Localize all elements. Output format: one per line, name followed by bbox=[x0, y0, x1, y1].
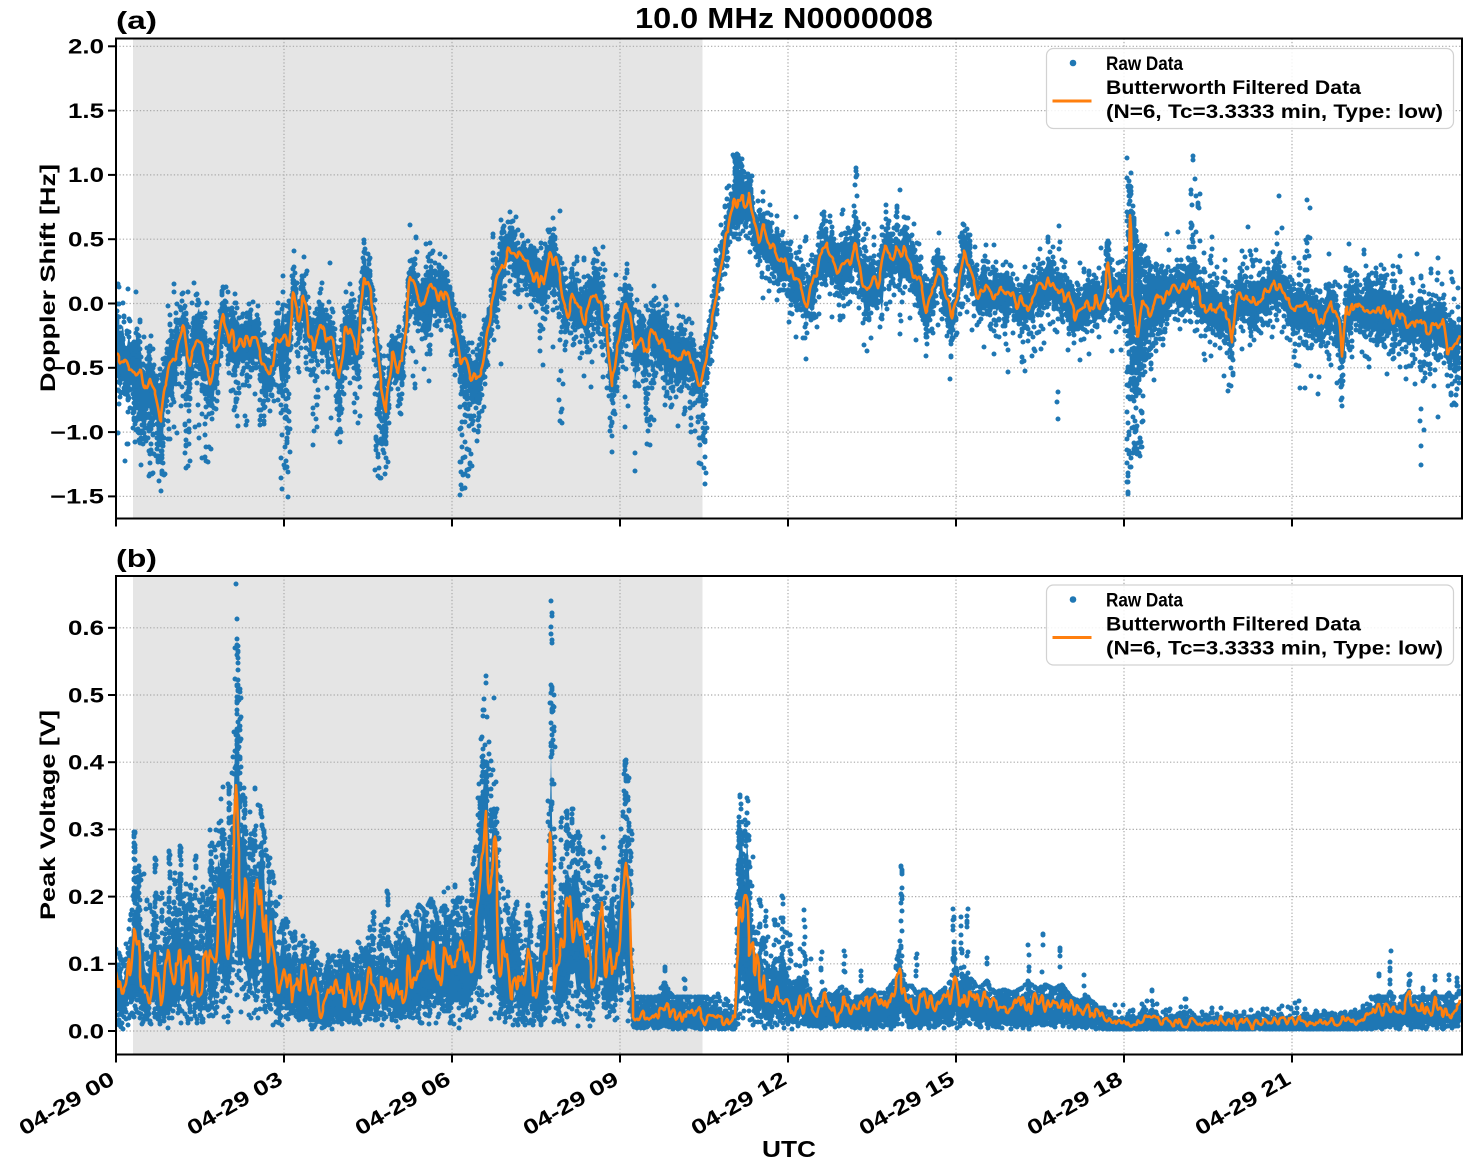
svg-text:(a): (a) bbox=[116, 7, 157, 35]
svg-text:0.2: 0.2 bbox=[68, 886, 104, 909]
svg-text:Doppler Shift [Hz]: Doppler Shift [Hz] bbox=[37, 164, 60, 392]
svg-text:1.5: 1.5 bbox=[68, 100, 104, 123]
svg-text:0.1: 0.1 bbox=[68, 953, 104, 976]
svg-text:10.0 MHz N0000008: 10.0 MHz N0000008 bbox=[635, 3, 933, 35]
svg-text:2.0: 2.0 bbox=[68, 36, 104, 59]
svg-text:(N=6, Tc=3.3333 min, Type: low: (N=6, Tc=3.3333 min, Type: low) bbox=[1106, 101, 1443, 123]
svg-text:(b): (b) bbox=[116, 545, 157, 573]
svg-text:−1.0: −1.0 bbox=[50, 421, 104, 444]
svg-text:0.0: 0.0 bbox=[68, 1020, 104, 1043]
svg-text:UTC: UTC bbox=[762, 1136, 816, 1162]
svg-text:Raw Data: Raw Data bbox=[1106, 590, 1183, 612]
svg-text:−0.5: −0.5 bbox=[50, 357, 104, 380]
svg-text:−1.5: −1.5 bbox=[50, 486, 104, 509]
svg-text:Butterworth Filtered Data: Butterworth Filtered Data bbox=[1106, 77, 1361, 99]
svg-text:1.0: 1.0 bbox=[68, 164, 104, 187]
svg-text:Peak Voltage [V]: Peak Voltage [V] bbox=[37, 710, 60, 920]
svg-text:0.4: 0.4 bbox=[68, 752, 104, 775]
svg-text:0.5: 0.5 bbox=[68, 229, 104, 252]
svg-text:0.0: 0.0 bbox=[68, 293, 104, 316]
svg-text:0.5: 0.5 bbox=[68, 684, 104, 707]
svg-text:0.6: 0.6 bbox=[68, 617, 104, 640]
svg-text:Butterworth Filtered Data: Butterworth Filtered Data bbox=[1106, 614, 1361, 636]
svg-text:Raw Data: Raw Data bbox=[1106, 53, 1183, 75]
svg-text:(N=6, Tc=3.3333 min, Type: low: (N=6, Tc=3.3333 min, Type: low) bbox=[1106, 638, 1443, 660]
svg-text:0.3: 0.3 bbox=[68, 819, 104, 842]
